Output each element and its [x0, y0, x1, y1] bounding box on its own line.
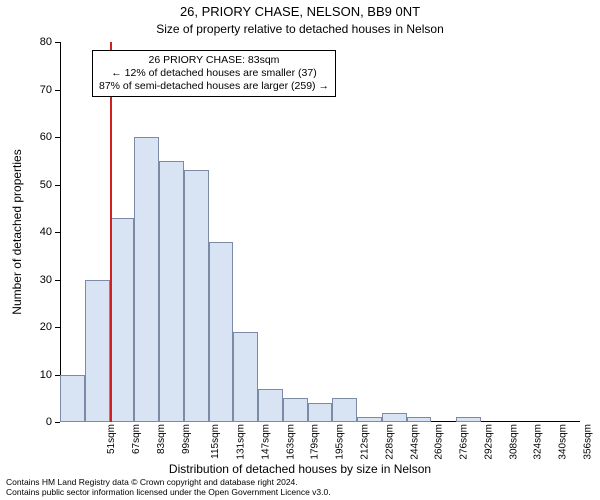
x-tick-label: 179sqm [310, 424, 321, 460]
histogram-bar [258, 389, 283, 422]
annotation-line-2: ← 12% of detached houses are smaller (37… [99, 67, 329, 80]
footer-attribution: Contains HM Land Registry data © Crown c… [6, 478, 331, 498]
x-tick-label: 163sqm [285, 424, 296, 460]
x-tick-label: 356sqm [582, 424, 593, 460]
chart-title-main: 26, PRIORY CHASE, NELSON, BB9 0NT [0, 4, 600, 19]
x-tick-label: 83sqm [156, 424, 167, 454]
histogram-bar [110, 218, 135, 422]
histogram-bar [308, 403, 333, 422]
footer-line-2: Contains public sector information licen… [6, 488, 331, 498]
histogram-bar [159, 161, 184, 422]
y-tick-mark [55, 137, 60, 138]
histogram-bar [184, 170, 209, 422]
x-tick-label: 51sqm [106, 424, 117, 454]
histogram-bar [456, 417, 481, 422]
x-tick-label: 308sqm [508, 424, 519, 460]
y-tick-mark [55, 42, 60, 43]
y-tick-label: 50 [22, 179, 52, 191]
chart-title-sub: Size of property relative to detached ho… [0, 22, 600, 36]
y-tick-label: 70 [22, 84, 52, 96]
y-tick-mark [55, 422, 60, 423]
y-tick-label: 20 [22, 321, 52, 333]
x-axis-label: Distribution of detached houses by size … [0, 462, 600, 476]
y-tick-mark [55, 280, 60, 281]
histogram-bar [283, 398, 308, 422]
y-tick-label: 40 [22, 226, 52, 238]
x-tick-label: 228sqm [384, 424, 395, 460]
marker-line [110, 42, 112, 422]
y-tick-label: 10 [22, 369, 52, 381]
x-tick-label: 340sqm [558, 424, 569, 460]
x-tick-label: 99sqm [181, 424, 192, 454]
histogram-bar [357, 417, 382, 422]
histogram-bar [233, 332, 258, 422]
annotation-line-1: 26 PRIORY CHASE: 83sqm [99, 54, 329, 67]
y-tick-label: 60 [22, 131, 52, 143]
x-tick-label: 131sqm [236, 424, 247, 460]
x-tick-label: 212sqm [360, 424, 371, 460]
y-tick-mark [55, 185, 60, 186]
x-tick-label: 276sqm [459, 424, 470, 460]
x-tick-label: 324sqm [533, 424, 544, 460]
y-tick-mark [55, 232, 60, 233]
y-tick-label: 80 [22, 36, 52, 48]
histogram-bar [332, 398, 357, 422]
x-tick-label: 244sqm [409, 424, 420, 460]
x-tick-label: 147sqm [261, 424, 272, 460]
histogram-bar [209, 242, 234, 423]
x-tick-label: 195sqm [335, 424, 346, 460]
histogram-bar [60, 375, 85, 423]
histogram-bar [382, 413, 407, 423]
annotation-line-3: 87% of semi-detached houses are larger (… [99, 80, 329, 93]
histogram-bar [134, 137, 159, 422]
histogram-bar [85, 280, 110, 423]
histogram-bar [407, 417, 432, 422]
x-tick-label: 292sqm [483, 424, 494, 460]
y-axis-line [60, 42, 61, 422]
y-tick-label: 30 [22, 274, 52, 286]
x-tick-label: 115sqm [210, 424, 221, 459]
y-tick-mark [55, 327, 60, 328]
x-tick-label: 67sqm [131, 424, 142, 454]
y-tick-label: 0 [22, 416, 52, 428]
chart-container: 26, PRIORY CHASE, NELSON, BB9 0NT Size o… [0, 0, 600, 500]
y-tick-mark [55, 90, 60, 91]
plot-area [60, 42, 580, 422]
x-tick-label: 260sqm [434, 424, 445, 460]
annotation-box: 26 PRIORY CHASE: 83sqm← 12% of detached … [92, 50, 336, 97]
